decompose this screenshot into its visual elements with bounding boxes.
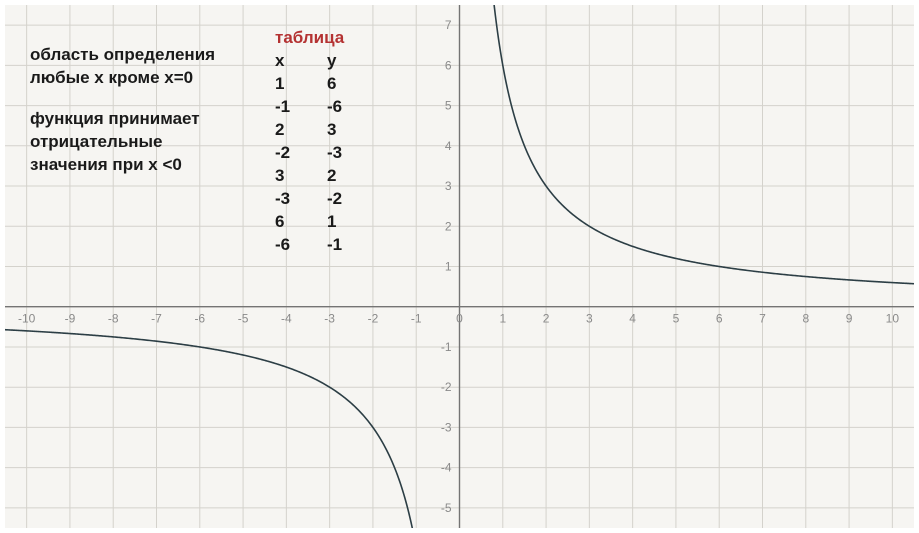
table-cell-x: 6 bbox=[275, 211, 327, 234]
y-tick-label: 5 bbox=[445, 99, 452, 113]
table-header-row: ху bbox=[275, 50, 379, 73]
table-rows: ху16-1-623-2-332-3-261-6-1 bbox=[275, 50, 379, 256]
x-tick-label: 7 bbox=[759, 312, 766, 326]
table-row: -3-2 bbox=[275, 188, 379, 211]
table-cell-y: 2 bbox=[327, 165, 379, 188]
table-row: 61 bbox=[275, 211, 379, 234]
y-tick-label: -4 bbox=[441, 461, 452, 475]
table-header-x: х bbox=[275, 50, 327, 73]
table-cell-y: -3 bbox=[327, 142, 379, 165]
x-tick-label: 10 bbox=[886, 312, 900, 326]
x-tick-label: 1 bbox=[499, 312, 506, 326]
x-tick-label: -10 bbox=[18, 312, 36, 326]
x-tick-label: -8 bbox=[108, 312, 119, 326]
y-tick-label: 3 bbox=[445, 179, 452, 193]
table-cell-y: 1 bbox=[327, 211, 379, 234]
x-tick-label: 6 bbox=[716, 312, 723, 326]
y-tick-label: 1 bbox=[445, 260, 452, 274]
x-tick-label: 3 bbox=[586, 312, 593, 326]
table-header-y: у bbox=[327, 50, 379, 73]
x-tick-label: 8 bbox=[802, 312, 809, 326]
table-cell-x: -2 bbox=[275, 142, 327, 165]
x-tick-label: 4 bbox=[629, 312, 636, 326]
range-note: функция принимает отрицательные значения… bbox=[30, 108, 200, 177]
y-tick-label: 4 bbox=[445, 139, 452, 153]
x-tick-label: -7 bbox=[151, 312, 162, 326]
table-row: -2-3 bbox=[275, 142, 379, 165]
x-tick-label: -4 bbox=[281, 312, 292, 326]
table-cell-x: -3 bbox=[275, 188, 327, 211]
table-cell-y: -2 bbox=[327, 188, 379, 211]
table-cell-y: -6 bbox=[327, 96, 379, 119]
y-tick-label: 7 bbox=[445, 18, 452, 32]
x-tick-label: -9 bbox=[65, 312, 76, 326]
x-tick-label: -2 bbox=[368, 312, 379, 326]
value-table: таблица ху16-1-623-2-332-3-261-6-1 bbox=[275, 28, 379, 256]
x-tick-label: 5 bbox=[673, 312, 680, 326]
table-row: 32 bbox=[275, 165, 379, 188]
table-row: -1-6 bbox=[275, 96, 379, 119]
table-row: 23 bbox=[275, 119, 379, 142]
y-tick-label: 2 bbox=[445, 219, 452, 233]
table-cell-x: 1 bbox=[275, 73, 327, 96]
x-tick-label: -1 bbox=[411, 312, 422, 326]
y-tick-label: -5 bbox=[441, 501, 452, 515]
table-title: таблица bbox=[275, 28, 379, 48]
table-row: 16 bbox=[275, 73, 379, 96]
x-tick-label: -3 bbox=[324, 312, 335, 326]
table-cell-y: -1 bbox=[327, 234, 379, 257]
table-cell-x: -1 bbox=[275, 96, 327, 119]
x-tick-label: 2 bbox=[543, 312, 550, 326]
table-cell-x: -6 bbox=[275, 234, 327, 257]
table-cell-x: 2 bbox=[275, 119, 327, 142]
table-cell-x: 3 bbox=[275, 165, 327, 188]
table-cell-y: 3 bbox=[327, 119, 379, 142]
table-row: -6-1 bbox=[275, 234, 379, 257]
y-tick-label: 6 bbox=[445, 58, 452, 72]
y-tick-label: -2 bbox=[441, 380, 452, 394]
x-tick-label: -5 bbox=[238, 312, 249, 326]
x-tick-label: 0 bbox=[456, 312, 463, 326]
table-cell-y: 6 bbox=[327, 73, 379, 96]
chart-frame: -10-9-8-7-6-5-4-3-2-1012345678910-5-4-3-… bbox=[0, 0, 919, 533]
y-tick-label: -1 bbox=[441, 340, 452, 354]
domain-note: область определения любые х кроме х=0 bbox=[30, 44, 215, 90]
x-tick-label: 9 bbox=[846, 312, 853, 326]
x-tick-label: -6 bbox=[194, 312, 205, 326]
y-tick-label: -3 bbox=[441, 420, 452, 434]
